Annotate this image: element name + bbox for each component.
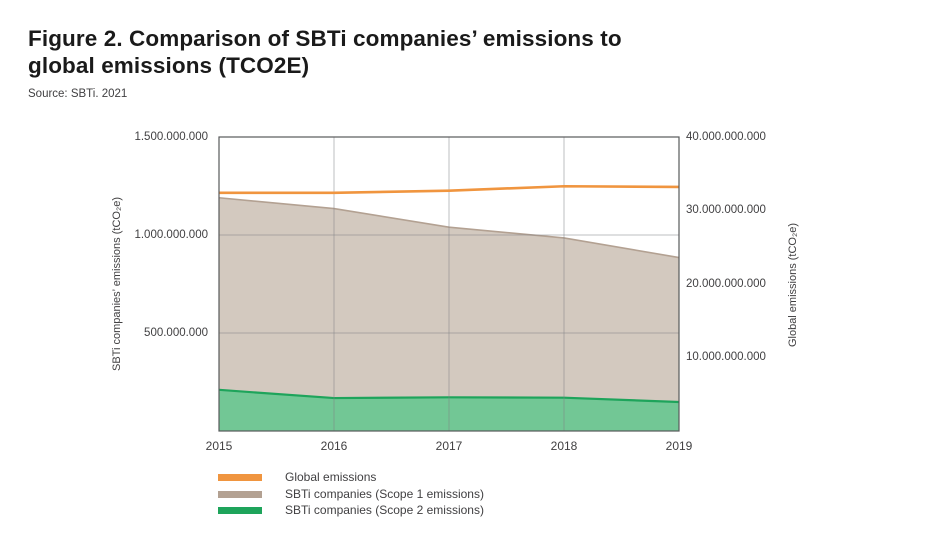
left-axis-tick-1500000000: 1.500.000.000 bbox=[134, 131, 208, 143]
left-axis-tick-1000000000: 1.000.000.000 bbox=[134, 229, 208, 241]
legend-item-scope2: SBTi companies (Scope 2 emissions) bbox=[218, 504, 484, 517]
legend-item-scope1: SBTi companies (Scope 1 emissions) bbox=[218, 486, 484, 501]
right-axis-tick-20000000000: 20.000.000.000 bbox=[686, 278, 766, 290]
chart-legend: Global emissions SBTi companies (Scope 1… bbox=[218, 471, 484, 521]
page-title-line-2: global emissions (TCO2E) bbox=[28, 53, 310, 78]
scope1-swatch bbox=[218, 490, 262, 498]
x-axis-tick-2019: 2019 bbox=[665, 439, 693, 453]
global-emissions-swatch bbox=[218, 474, 262, 481]
page-title-line-1: Figure 2. Comparison of SBTi companies’ … bbox=[28, 26, 622, 51]
legend-item-global-emissions: Global emissions bbox=[218, 471, 484, 484]
left-axis-title: SBTi companies’ emissions (tCO₂e) bbox=[111, 196, 123, 372]
legend-label-scope2: SBTi companies (Scope 2 emissions) bbox=[285, 503, 484, 517]
right-axis-tick-10000000000: 10.000.000.000 bbox=[686, 351, 766, 363]
right-axis-title: Global emissions (tCO₂e) bbox=[787, 222, 799, 348]
legend-label-global-emissions: Global emissions bbox=[285, 470, 377, 484]
x-axis-tick-2015: 2015 bbox=[205, 439, 233, 453]
right-axis-tick-40000000000: 40.000.000.000 bbox=[686, 131, 766, 143]
right-axis-tick-30000000000: 30.000.000.000 bbox=[686, 204, 766, 216]
x-axis-tick-2017: 2017 bbox=[435, 439, 463, 453]
source-note: Source: SBTi. 2021 bbox=[28, 88, 128, 100]
legend-label-scope1: SBTi companies (Scope 1 emissions) bbox=[285, 486, 484, 501]
left-axis-tick-500000000: 500.000.000 bbox=[144, 327, 208, 339]
scope2-swatch bbox=[218, 507, 262, 514]
figure-header: Figure 2. Comparison of SBTi companies’ … bbox=[28, 25, 788, 100]
x-axis-tick-2016: 2016 bbox=[320, 439, 348, 453]
x-axis-tick-2018: 2018 bbox=[550, 439, 578, 453]
